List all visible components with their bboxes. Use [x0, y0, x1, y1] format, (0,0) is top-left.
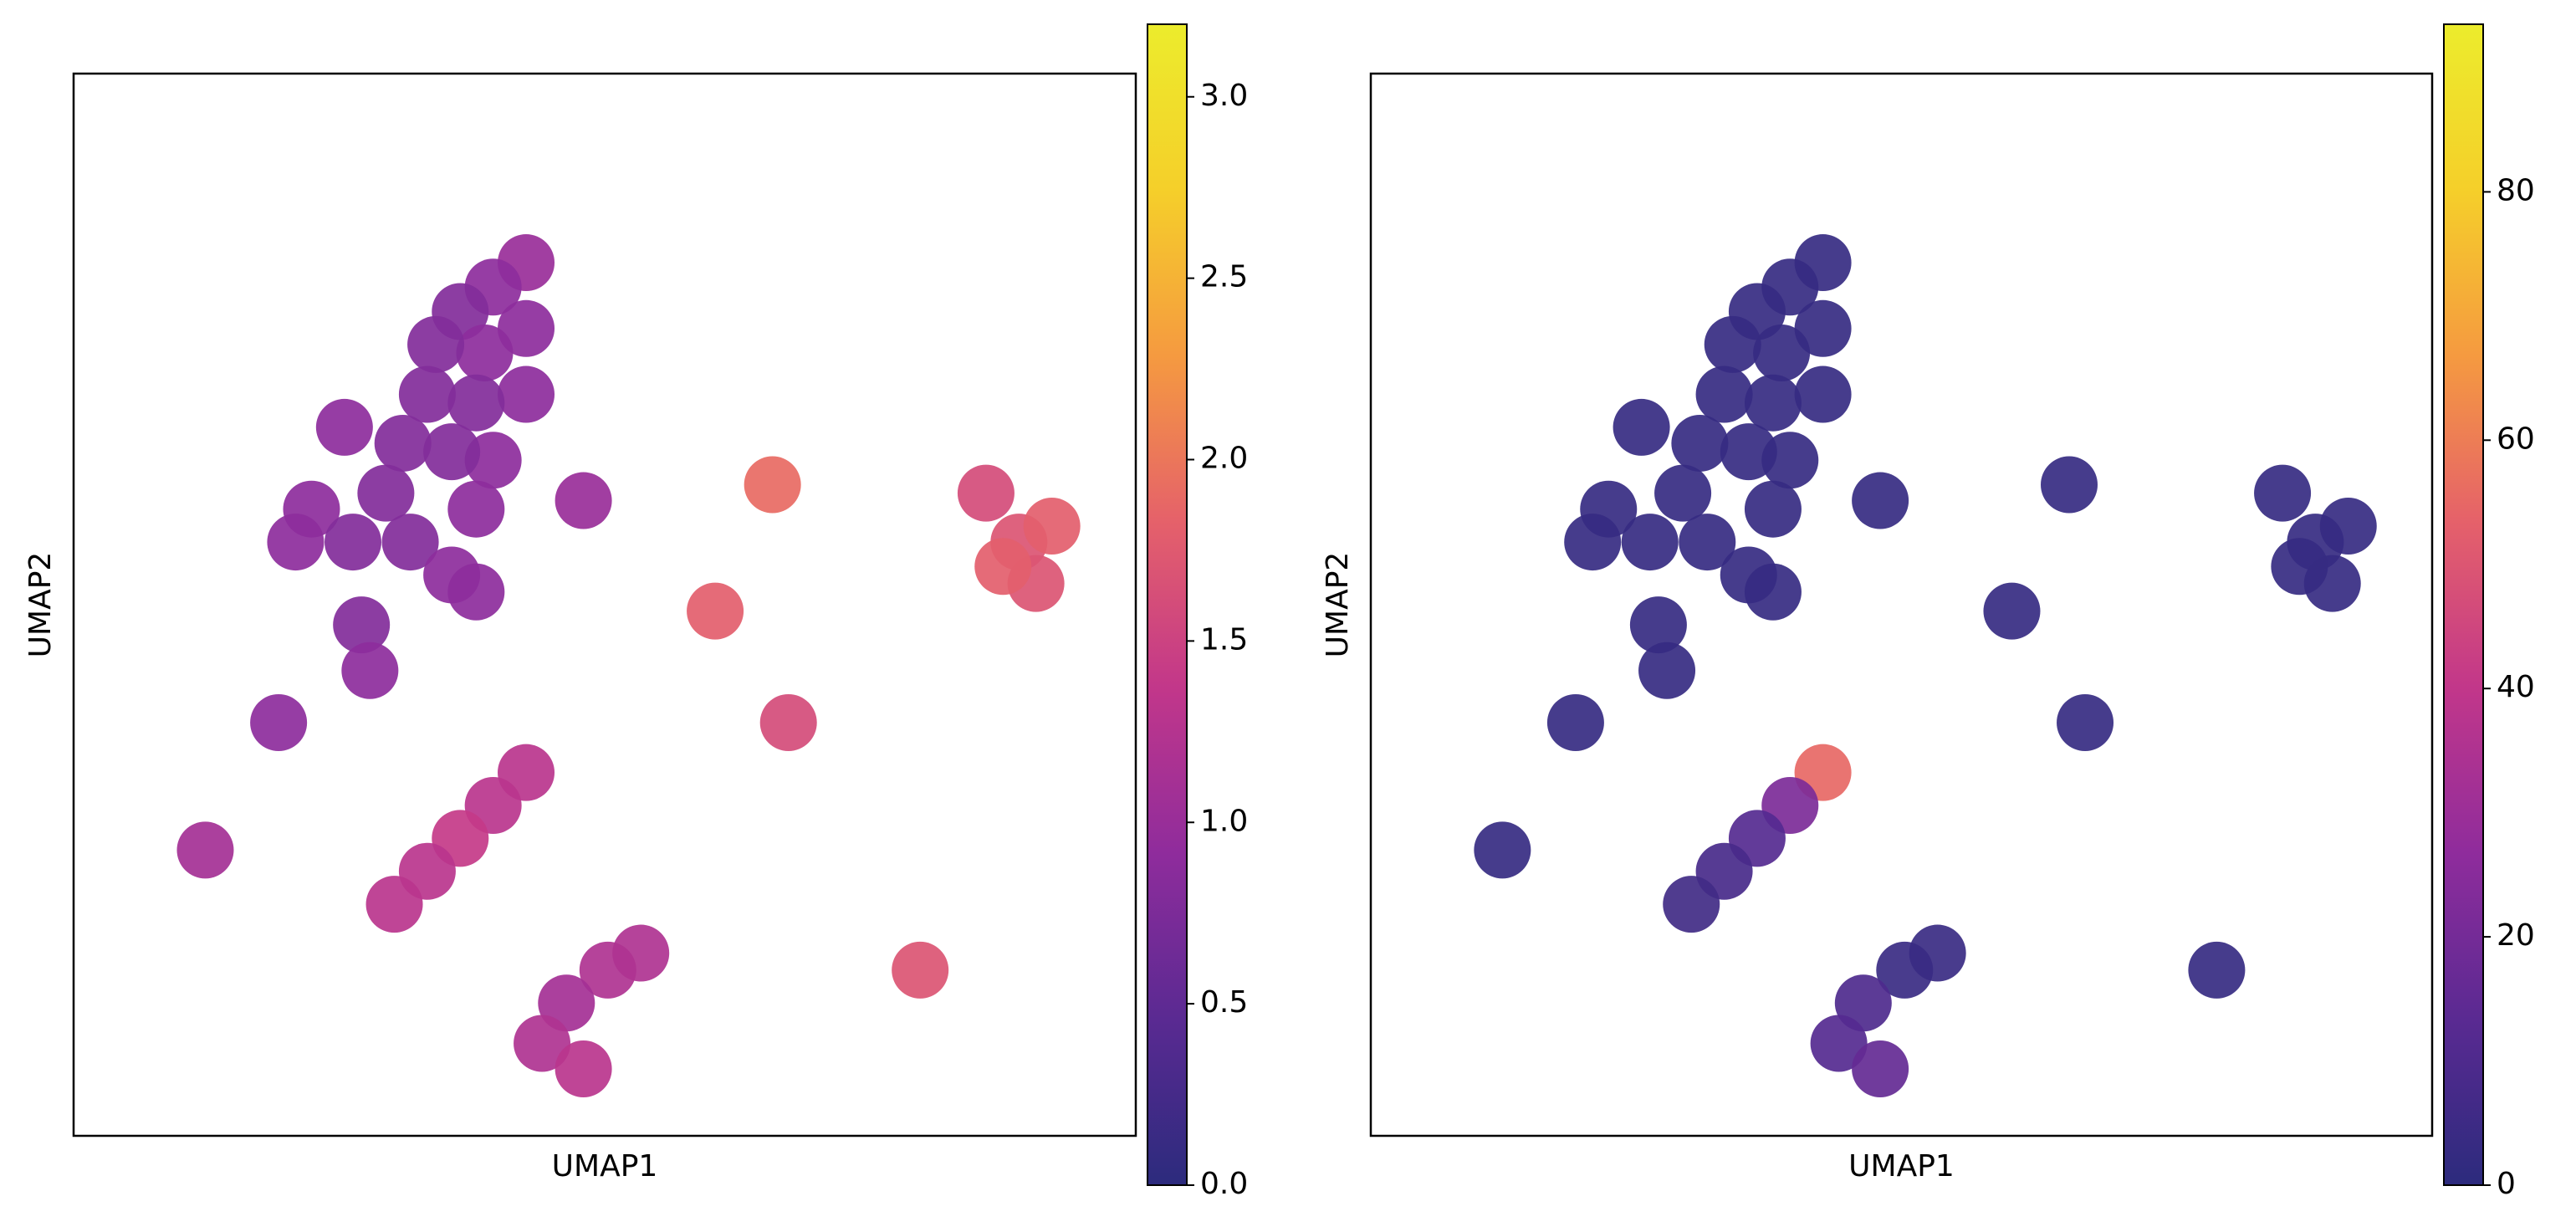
point: [1810, 1015, 1868, 1072]
colorbar-tick-label: 1.0: [1200, 804, 1248, 838]
point: [381, 514, 439, 571]
point: [447, 374, 505, 432]
points: [176, 234, 1081, 1097]
colorbar-tick-label: 80: [2497, 173, 2535, 207]
point: [398, 366, 456, 423]
point: [1744, 374, 1802, 432]
y-axis-label: UMAP2: [23, 552, 58, 658]
point: [1794, 366, 1852, 423]
point: [612, 924, 670, 982]
point: [374, 414, 432, 472]
point: [365, 876, 423, 933]
point: [2271, 538, 2328, 596]
point: [744, 456, 801, 514]
colorbar-tick-label: 2.0: [1200, 442, 1248, 476]
point: [1638, 642, 1696, 699]
colorbar-tick-label: 1.5: [1200, 622, 1248, 657]
point: [1744, 563, 1802, 621]
point: [759, 693, 817, 751]
y-axis-label: UMAP2: [1321, 552, 1355, 658]
point: [357, 464, 415, 522]
colorbar-tick-label: 2.5: [1200, 260, 1248, 294]
point: [423, 423, 481, 481]
point: [1744, 480, 1802, 538]
colorbar: [1147, 23, 1188, 1186]
colorbar-tick-label: 60: [2497, 422, 2535, 456]
point: [687, 582, 744, 640]
point: [1852, 1040, 1909, 1097]
point: [341, 642, 399, 699]
point: [1671, 414, 1729, 472]
point: [1852, 472, 1909, 529]
point: [456, 325, 514, 382]
plot-frame: [72, 72, 1137, 1137]
point: [176, 821, 234, 879]
point: [447, 480, 505, 538]
point: [1023, 498, 1081, 555]
point: [555, 1040, 612, 1097]
point: [555, 472, 612, 529]
point: [974, 538, 1032, 596]
point: [514, 1015, 571, 1072]
point: [333, 596, 391, 654]
point: [1613, 398, 1670, 456]
colorbar: [2443, 23, 2484, 1186]
colorbar-tick-label: 0.0: [1200, 1167, 1248, 1201]
point: [1663, 876, 1720, 933]
point: [1720, 423, 1777, 481]
x-axis-label: UMAP1: [552, 1149, 658, 1183]
point: [407, 315, 465, 373]
colorbar-tick-label: 3.0: [1200, 79, 1248, 113]
point: [325, 514, 382, 571]
point: [447, 563, 505, 621]
point: [1704, 315, 1761, 373]
point: [315, 398, 373, 456]
colorbar-tick-label: 20: [2497, 918, 2535, 953]
points: [1474, 234, 2377, 1097]
point: [1695, 366, 1753, 423]
colorbar-tick-label: 40: [2497, 670, 2535, 704]
point: [892, 941, 949, 999]
point: [1654, 464, 1712, 522]
point: [2319, 498, 2377, 555]
point: [2041, 456, 2098, 514]
colorbar-tick-label: 0.5: [1200, 985, 1248, 1020]
point: [2188, 941, 2246, 999]
point: [2254, 464, 2312, 522]
point: [1679, 514, 1736, 571]
point: [1909, 924, 1966, 982]
x-axis-label: UMAP1: [1848, 1149, 1955, 1183]
point: [1753, 325, 1811, 382]
plot-frame: [1369, 72, 2434, 1137]
point: [498, 299, 555, 357]
point: [250, 693, 308, 751]
point: [1629, 596, 1687, 654]
point: [1794, 299, 1852, 357]
point: [1564, 514, 1622, 571]
colorbar-tick-label: 0: [2497, 1167, 2516, 1201]
point: [1621, 514, 1679, 571]
point: [498, 366, 555, 423]
point: [1474, 821, 1531, 879]
point: [2057, 693, 2114, 751]
point: [267, 514, 325, 571]
point: [957, 464, 1015, 522]
point: [1546, 693, 1604, 751]
point: [1983, 582, 2041, 640]
